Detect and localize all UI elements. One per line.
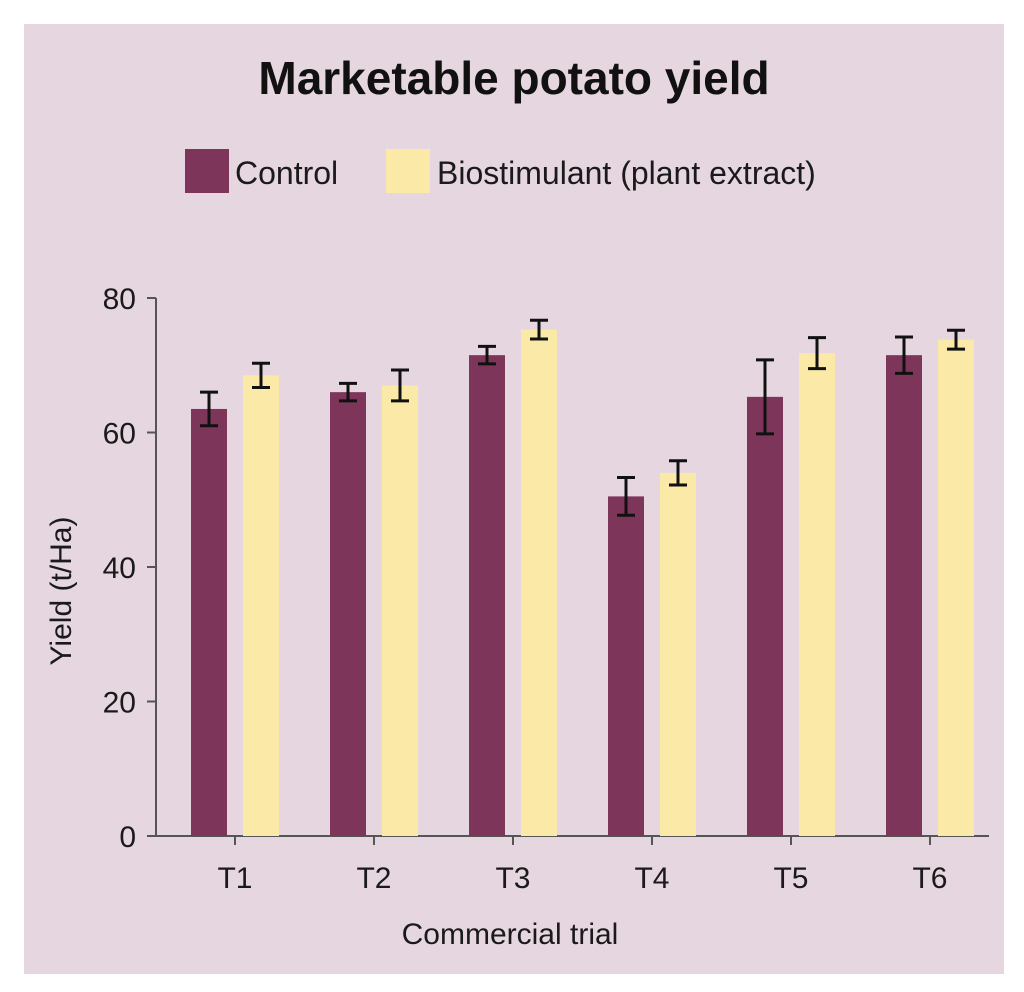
y-tick-label: 20 (103, 687, 136, 720)
x-tick-label: T4 (634, 862, 669, 895)
y-tick-label: 60 (103, 418, 136, 451)
chart-panel: Marketable potato yield Control Biostimu… (24, 24, 1004, 974)
x-tick-label: T2 (356, 862, 391, 895)
legend-label-control: Control (235, 155, 338, 191)
bar-biostimulant (799, 353, 835, 836)
bar-biostimulant (521, 329, 557, 836)
legend: Control Biostimulant (plant extract) (185, 149, 816, 193)
bars (191, 329, 974, 836)
x-tick-label: T3 (495, 862, 530, 895)
axes (147, 297, 989, 845)
bar-control (608, 496, 644, 836)
legend-swatch-control (185, 149, 229, 193)
x-tick-label: T1 (217, 862, 252, 895)
error-bars (200, 318, 965, 517)
legend-swatch-biostimulant (386, 149, 430, 193)
bar-biostimulant (382, 385, 418, 836)
y-tick-label: 0 (119, 821, 136, 854)
bar-control (191, 408, 227, 836)
bar-biostimulant (938, 339, 974, 836)
x-tick-label: T6 (912, 862, 947, 895)
bar-chart: Marketable potato yield Control Biostimu… (45, 52, 989, 951)
chart-title: Marketable potato yield (258, 52, 769, 104)
bar-control (469, 355, 505, 836)
bar-biostimulant (243, 375, 279, 836)
bar-biostimulant (660, 472, 696, 836)
y-tick-label: 40 (103, 552, 136, 585)
x-axis-label: Commercial trial (402, 918, 619, 951)
y-tick-label: 80 (103, 283, 136, 316)
x-tick-label: T5 (773, 862, 808, 895)
bar-control (330, 392, 366, 836)
tick-labels: 0 20 40 60 80 T1 T2 T3 T4 T5 T6 (103, 283, 948, 895)
bar-control (747, 396, 783, 836)
legend-label-biostimulant: Biostimulant (plant extract) (437, 155, 816, 191)
bar-control (886, 355, 922, 836)
y-axis-label: Yield (t/Ha) (45, 517, 78, 666)
